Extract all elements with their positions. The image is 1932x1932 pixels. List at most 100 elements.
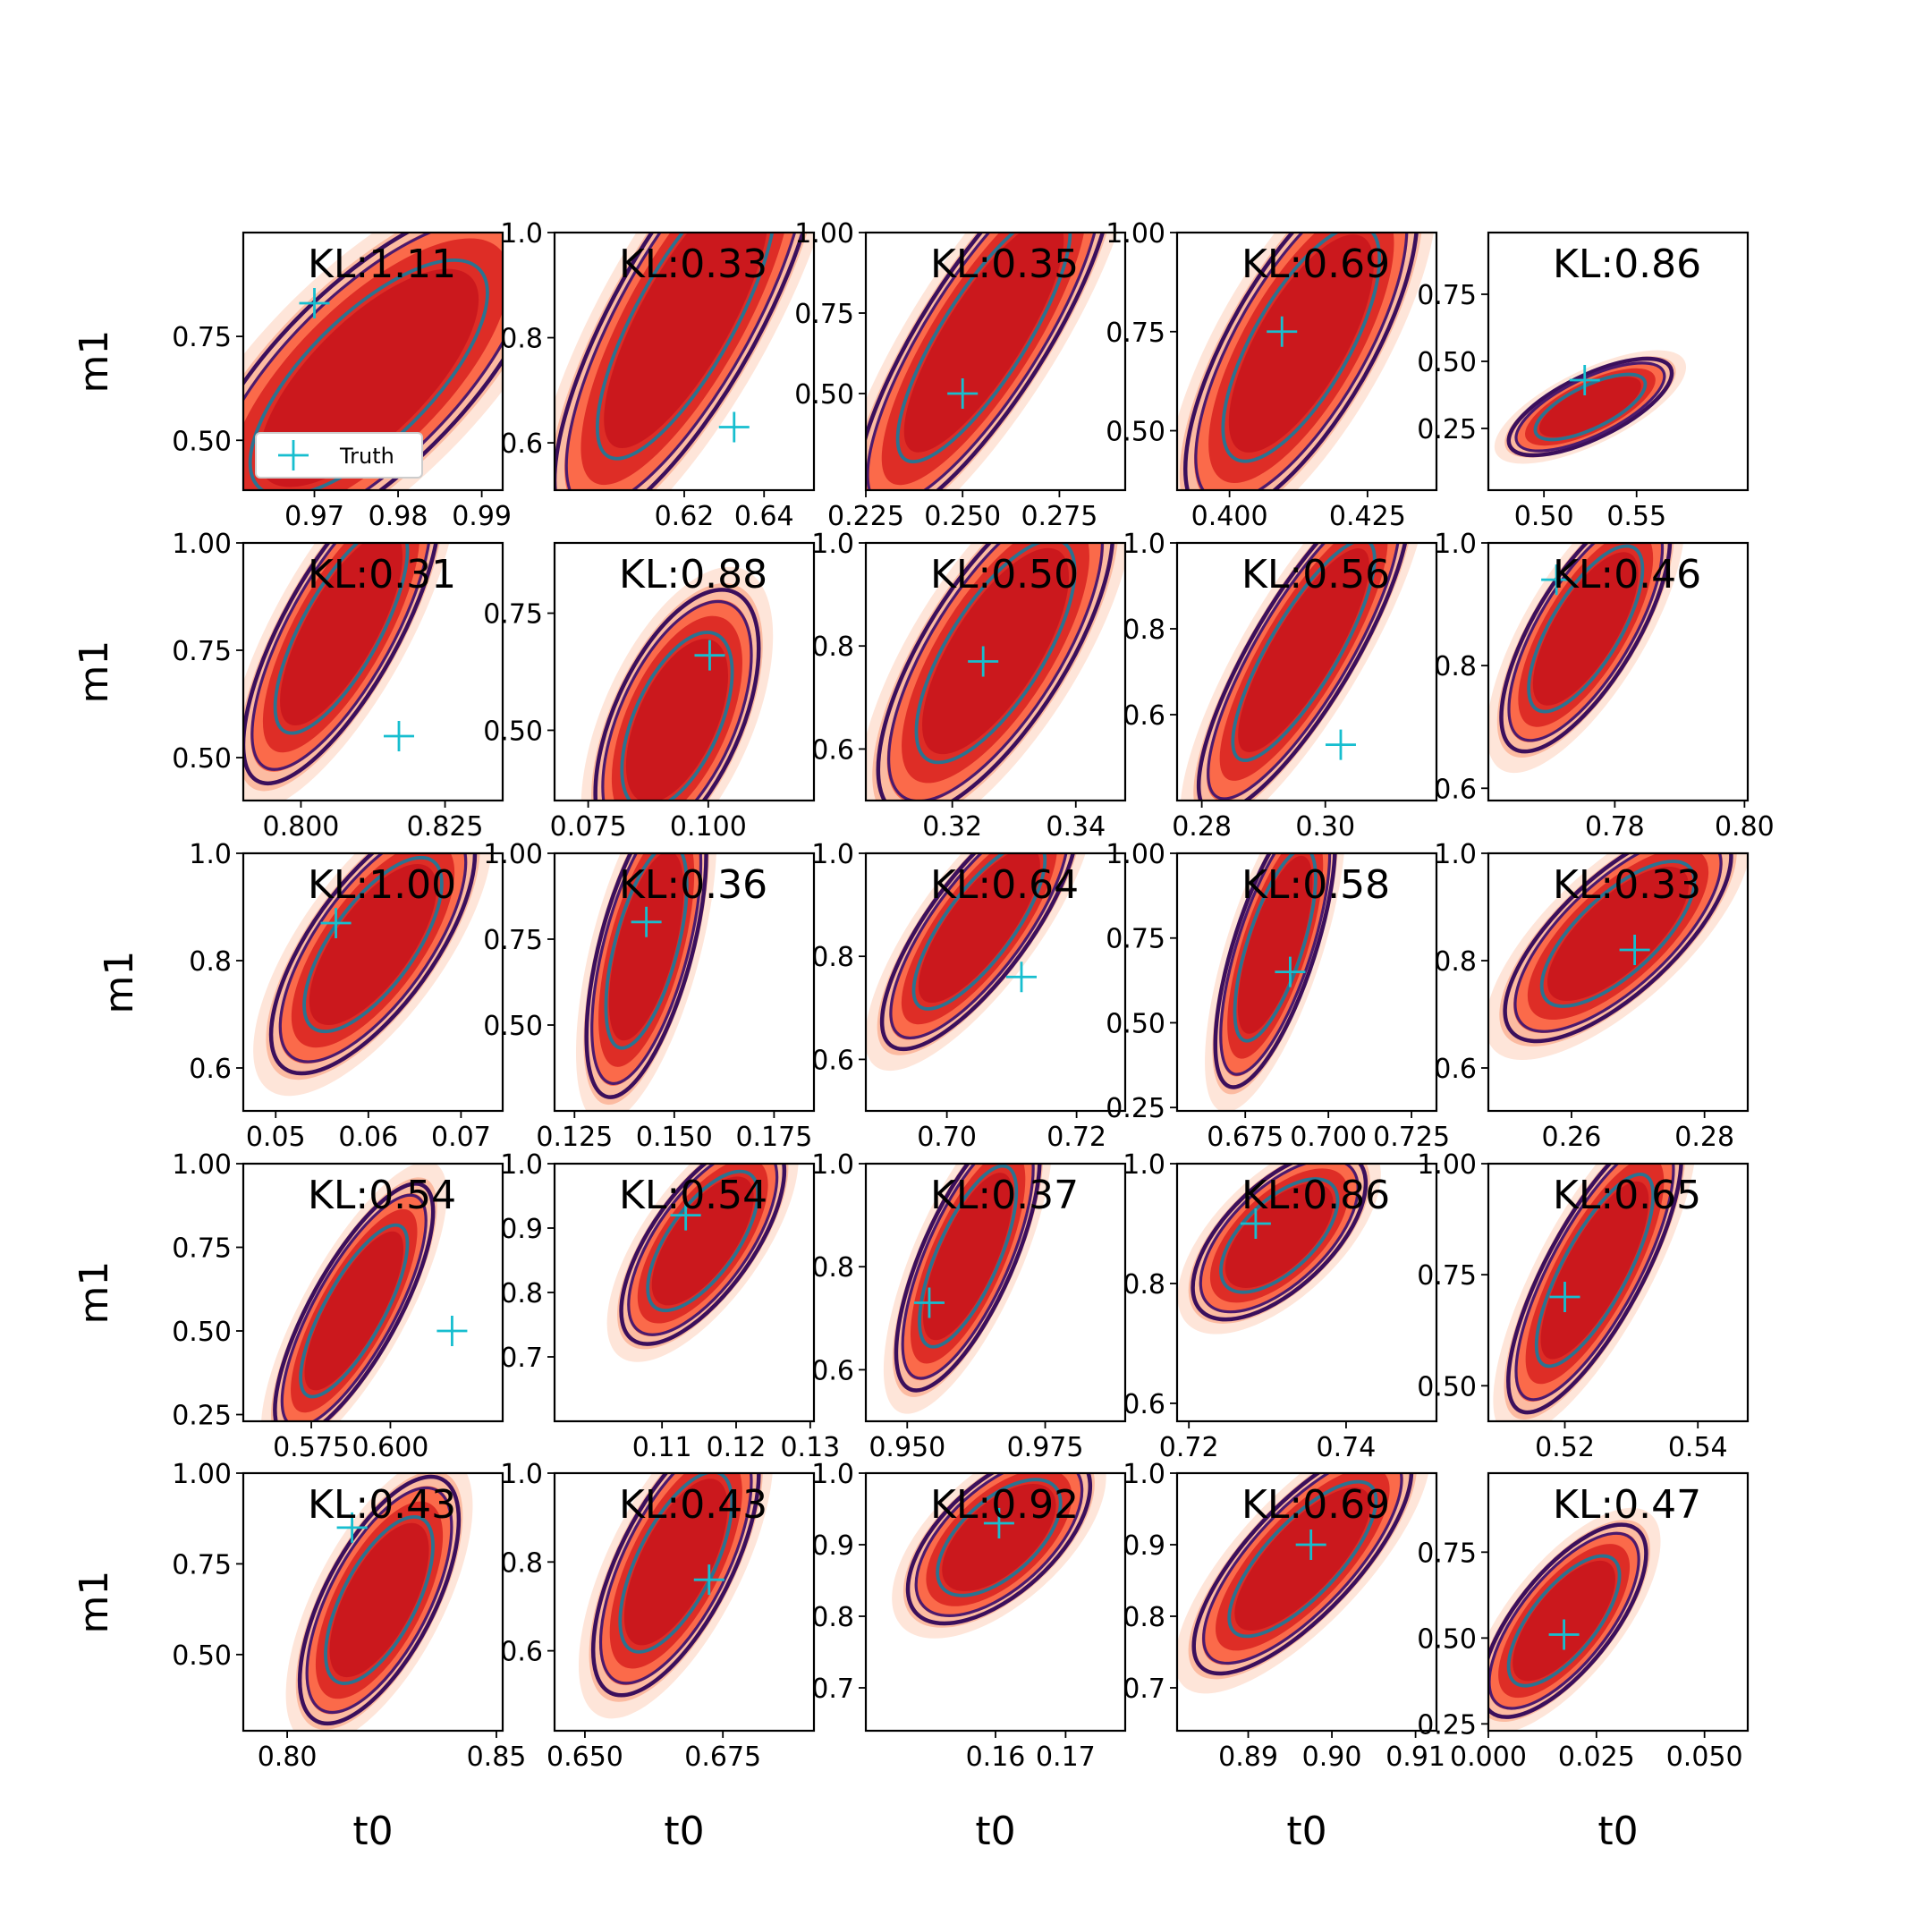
y-tick-label: 0.75 [483, 599, 543, 631]
subplot-r2-c3: 0.675 0.700 0.725 0.25 0.50 0.75 1.00 KL:0.58 [1106, 839, 1450, 1153]
density-fill-level-5 [608, 853, 684, 1041]
truth-marker [947, 378, 979, 409]
density-fill-level-5 [651, 1176, 754, 1306]
contour-outer [1191, 1164, 1368, 1322]
truth-marker [320, 908, 352, 938]
x-tick-label: 0.125 [536, 1122, 613, 1153]
density-contours [1494, 350, 1687, 464]
y-axis-label: m1 [72, 640, 117, 704]
density-contours [575, 853, 717, 1111]
subplot-r1-c3: 0.28 0.30 0.6 0.8 1.0 KL:0.56 [1123, 529, 1438, 843]
contour-outer [555, 233, 814, 490]
axes-frame [553, 541, 816, 802]
density-contours [1488, 543, 1685, 774]
y-tick-label: 1.00 [794, 218, 854, 250]
y-tick-label: 0.8 [1123, 1602, 1165, 1633]
y-tick-label: 0.7 [500, 1343, 543, 1374]
x-tick-label: 0.975 [1007, 1432, 1084, 1463]
y-tick-label: 1.00 [172, 1149, 232, 1181]
y-tick-label: 0.8 [811, 942, 854, 973]
y-tick-label: 0.6 [811, 1355, 854, 1386]
x-tick-label: 0.425 [1329, 501, 1406, 532]
density-contours [1493, 1164, 1697, 1421]
subplot-r2-c2: 0.70 0.72 0.6 0.8 1.0 KL:0.64 [811, 839, 1127, 1153]
contour-inner [302, 855, 444, 1034]
kl-annotation: KL:0.86 [1241, 1173, 1390, 1218]
y-tick-label: 0.50 [1417, 1371, 1477, 1402]
contour-outer [1488, 1522, 1648, 1719]
y-tick-label: 0.6 [500, 1637, 543, 1668]
y-tick-label: 0.8 [189, 946, 232, 978]
density-fill-level-5 [623, 1479, 728, 1646]
y-tick-label: 0.75 [172, 1549, 232, 1580]
density-fill-level-5 [280, 543, 403, 725]
x-axis-label: t0 [975, 1809, 1015, 1854]
x-tick-label: 0.800 [262, 811, 339, 843]
x-tick-label: 0.97 [284, 501, 344, 532]
contour-outer [905, 1473, 1093, 1626]
contour-outer [1213, 853, 1337, 1089]
truth-marker [1569, 365, 1600, 395]
contour-outer [590, 1473, 761, 1698]
contour-inner [918, 1164, 1019, 1349]
axes-frame [864, 1162, 1127, 1423]
kl-annotation: KL:0.65 [1553, 1173, 1701, 1218]
truth-marker [1295, 1530, 1326, 1560]
contour-inner [604, 853, 689, 1050]
contour-outer [584, 853, 708, 1099]
y-tick-label: 1.0 [811, 1459, 854, 1490]
x-axis-label: t0 [664, 1809, 704, 1854]
truth-marker [336, 1512, 368, 1543]
x-tick-label: 0.150 [636, 1122, 713, 1153]
truth-marker [718, 411, 750, 443]
y-tick-label: 0.9 [1123, 1530, 1165, 1562]
x-tick-label: 0.98 [369, 501, 428, 532]
subplot-r4-c1: 0.650 0.675 0.6 0.8 1.0 KL:0.43 t0 [500, 1459, 816, 1854]
y-tick-label: 0.8 [500, 324, 543, 355]
truth-marker [436, 1316, 468, 1347]
x-tick-label: 0.650 [547, 1741, 623, 1773]
contour-outer [297, 1474, 462, 1726]
y-tick-label: 0.75 [794, 299, 854, 330]
contour-inner [1227, 1479, 1378, 1639]
contour-mid [887, 543, 1104, 801]
x-tick-label: 0.90 [1302, 1741, 1362, 1773]
y-tick-label: 0.75 [1106, 924, 1165, 955]
x-tick-label: 0.52 [1535, 1432, 1595, 1463]
axes-frame [553, 1471, 816, 1733]
subplot-r1-c0: 0.800 0.825 0.50 0.75 1.00 KL:0.31 m1 [72, 529, 504, 843]
y-tick-label: 1.0 [811, 529, 854, 560]
contour-outer [1506, 1164, 1683, 1415]
subplot-r2-c0: 0.05 0.06 0.07 0.6 0.8 1.0 KL:1.00 m1 [97, 839, 504, 1153]
kl-annotation: KL:0.46 [1553, 552, 1701, 597]
axes-frame [864, 541, 1127, 802]
y-axis-label: m1 [97, 951, 142, 1014]
contour-mid [598, 1473, 753, 1685]
y-tick-label: 0.50 [1417, 1623, 1477, 1655]
y-tick-label: 1.00 [483, 839, 543, 870]
density-fill-level-5 [1238, 547, 1369, 752]
contour-outer [876, 543, 1115, 801]
x-tick-label: 0.85 [467, 1741, 527, 1773]
y-tick-label: 1.0 [189, 839, 232, 870]
x-tick-label: 0.70 [917, 1122, 977, 1153]
kl-annotation: KL:0.92 [930, 1482, 1079, 1528]
axes-frame [1175, 1162, 1438, 1423]
y-tick-label: 0.50 [794, 379, 854, 411]
truth-marker [693, 1564, 724, 1596]
density-fill-level-5 [922, 547, 1069, 755]
contour-mid [278, 853, 468, 1063]
density-fill-level-5 [1538, 377, 1641, 437]
subplot-r4-c3: 0.89 0.90 0.91 0.7 0.8 0.9 1.0 KL:0.69 t0 [1123, 1459, 1445, 1854]
y-tick-label: 0.8 [811, 1602, 854, 1633]
x-tick-label: 0.700 [1290, 1122, 1367, 1153]
y-tick-label: 0.50 [483, 1011, 543, 1042]
density-contours [883, 1164, 1053, 1414]
density-contours [260, 1164, 447, 1421]
density-contours [555, 233, 814, 490]
kl-annotation: KL:0.58 [1241, 862, 1390, 908]
contour-mid [901, 1164, 1035, 1380]
kl-annotation: KL:0.54 [308, 1173, 456, 1218]
y-tick-label: 0.75 [1417, 280, 1477, 311]
y-tick-label: 0.50 [172, 1640, 232, 1672]
